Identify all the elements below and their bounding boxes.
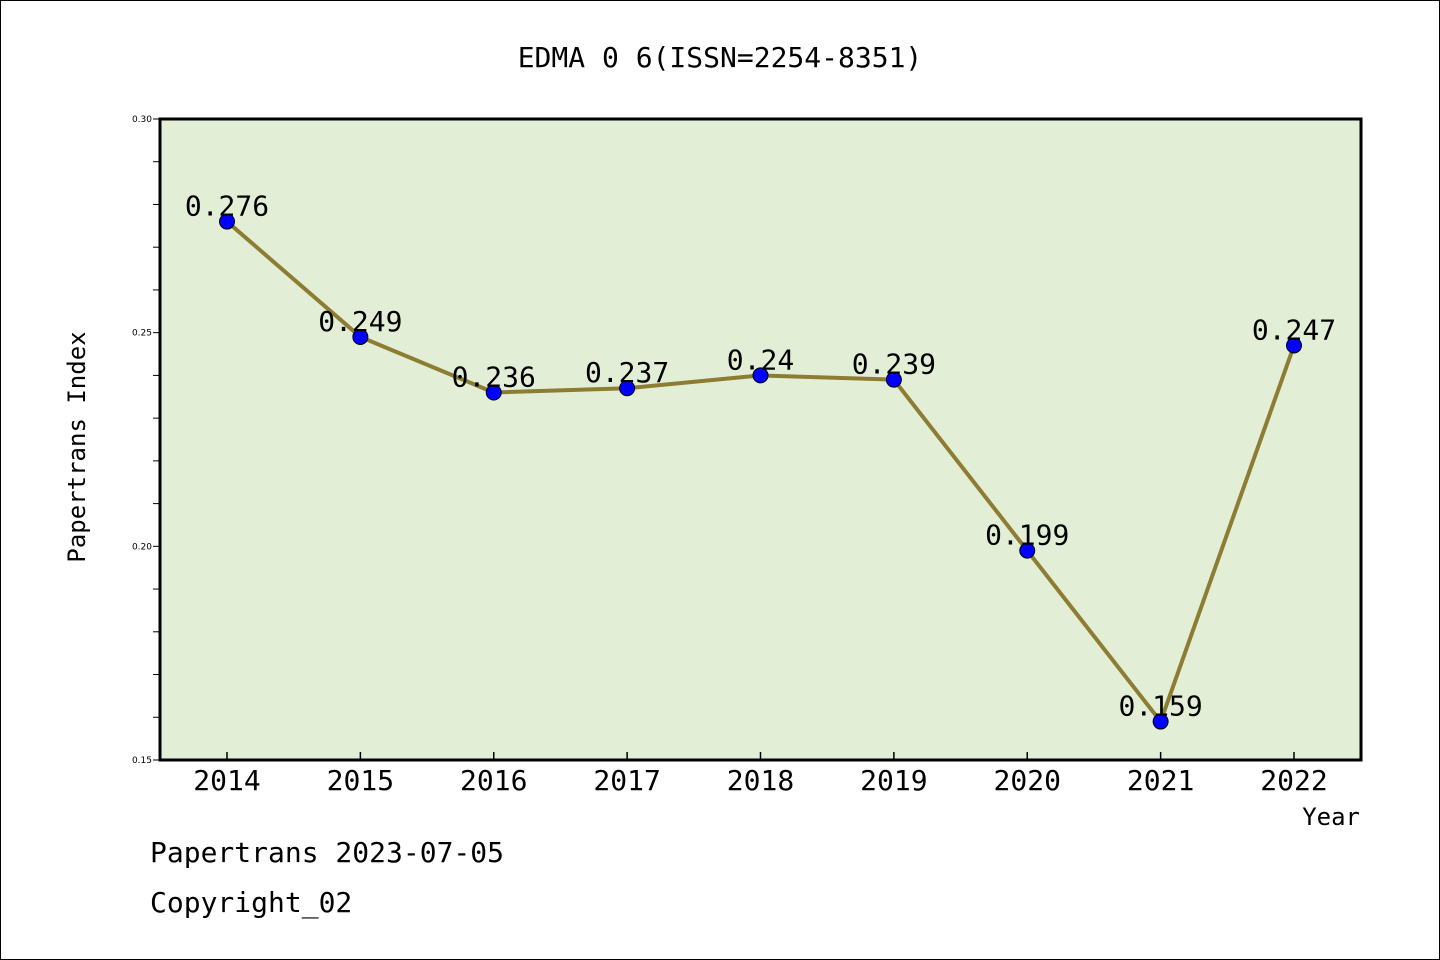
footer-copyright: Copyright_02	[150, 886, 353, 919]
data-label: 0.24	[727, 343, 794, 376]
footer-date: Papertrans 2023-07-05	[150, 836, 505, 869]
x-tick-label: 2019	[860, 764, 927, 797]
y-tick-label: 0.15	[132, 756, 152, 766]
x-tick-label: 2020	[994, 764, 1061, 797]
data-labels: 0.276 0.249 0.236 0.237 0.24 0.239 0.199 0.159 0…	[185, 190, 1336, 723]
data-point	[1152, 713, 1169, 730]
data-label: 0.237	[585, 356, 669, 389]
data-point	[219, 213, 235, 230]
y-axis: 0.15 0.20 0.25 0.30	[132, 115, 160, 766]
data-label: 0.199	[985, 519, 1069, 552]
plot-area	[158, 117, 1363, 762]
x-tick-label: 2017	[593, 764, 660, 797]
data-point	[1019, 542, 1036, 559]
y-tick-label: 0.20	[132, 542, 152, 552]
x-tick-label: 2021	[1127, 764, 1194, 797]
data-label: 0.236	[452, 360, 536, 393]
x-tick-label: 2022	[1260, 764, 1327, 797]
x-tick-label: 2015	[327, 764, 394, 797]
y-axis-label: Papertrans Index	[63, 331, 91, 562]
data-point	[885, 371, 902, 388]
x-tick-label: 2014	[193, 764, 260, 797]
x-axis-label: Year	[1302, 803, 1360, 831]
chart-title: EDMA 0 6(ISSN=2254-8351)	[518, 41, 923, 74]
data-point	[485, 384, 502, 401]
data-label: 0.159	[1118, 690, 1202, 723]
y-tick-label: 0.25	[132, 329, 152, 339]
data-label: 0.249	[318, 305, 402, 338]
data-point	[752, 367, 769, 384]
x-tick-label: 2016	[460, 764, 527, 797]
data-label: 0.247	[1252, 313, 1336, 346]
data-label: 0.276	[185, 190, 269, 223]
y-tick-label: 0.30	[132, 115, 152, 125]
data-point	[352, 328, 369, 345]
data-point	[619, 380, 636, 397]
x-axis: 2014 2015 2016 2017 2018 2019 2020 2021 2022	[193, 752, 1328, 797]
data-label: 0.239	[852, 348, 936, 381]
data-points	[219, 213, 1302, 730]
x-tick-label: 2018	[727, 764, 794, 797]
data-point	[1286, 337, 1302, 354]
